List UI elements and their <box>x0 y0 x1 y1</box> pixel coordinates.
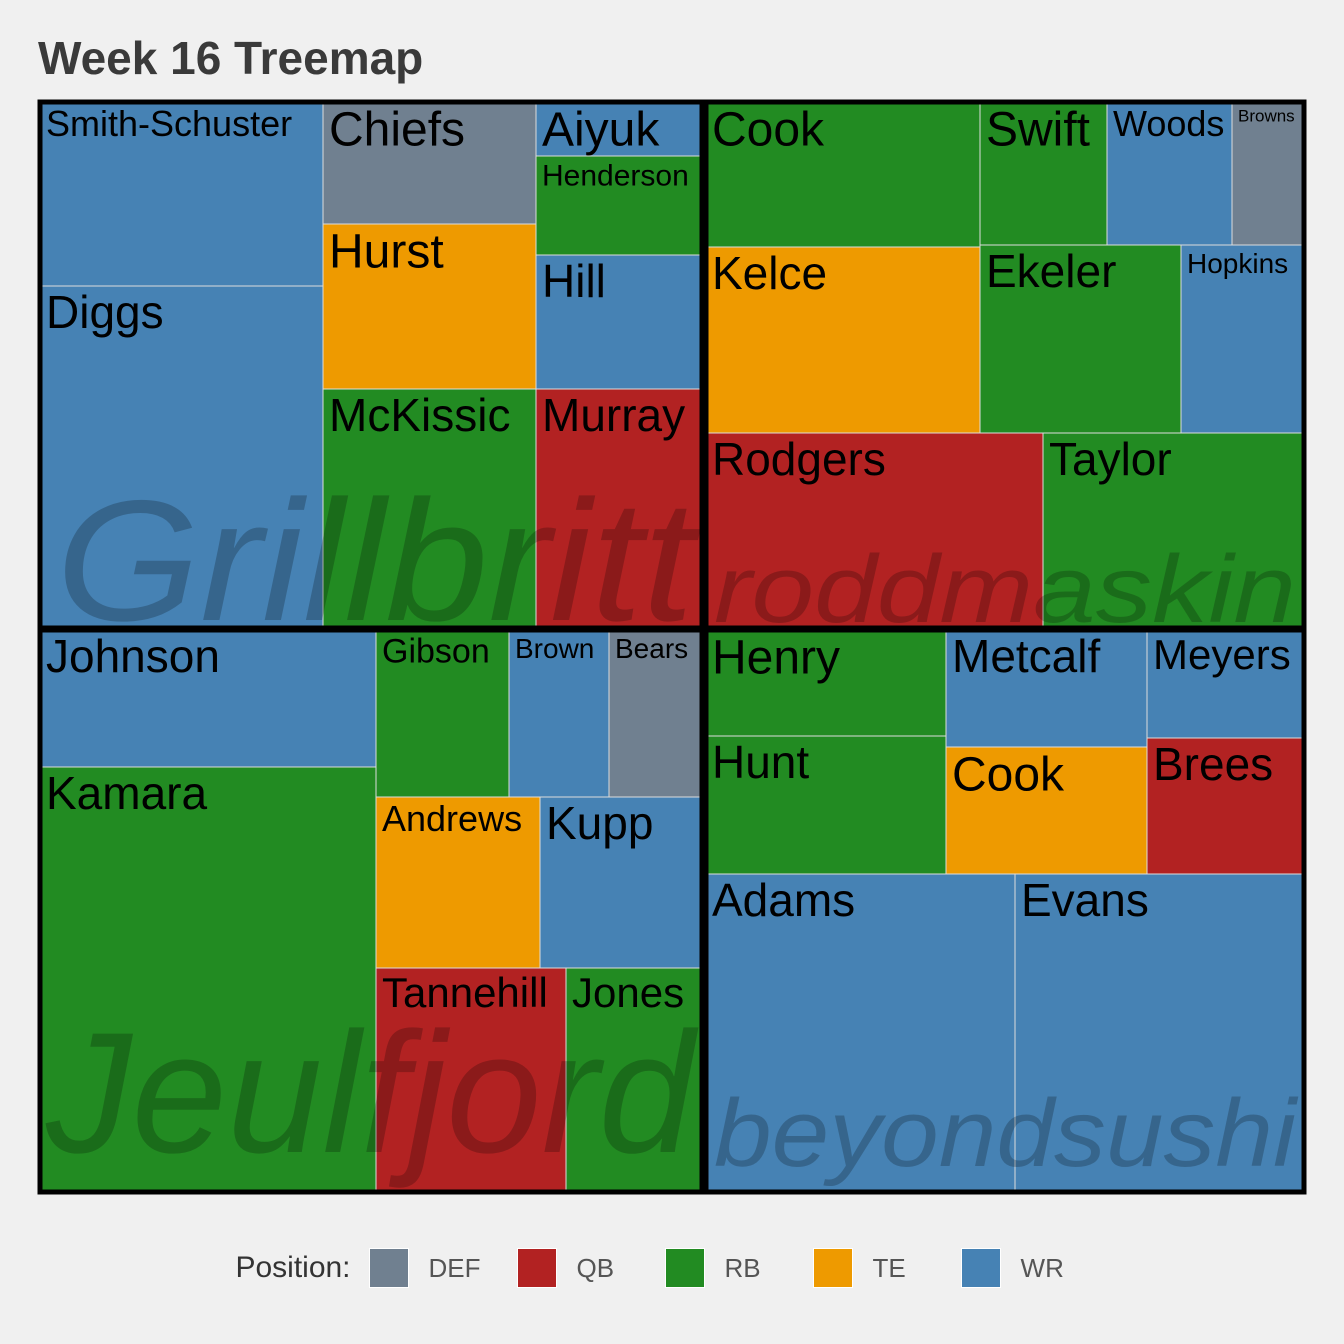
tile-johnson-wr[interactable] <box>39 629 377 768</box>
tile-bears-def[interactable] <box>608 629 703 798</box>
tile-label: Tannehill <box>382 969 548 1016</box>
tile-kamara-rb[interactable] <box>39 766 377 1193</box>
legend-title: Position: <box>235 1251 351 1284</box>
tile-murray-qb[interactable] <box>535 388 703 629</box>
tile-label: Browns <box>1238 106 1295 125</box>
tile-kelce-te[interactable] <box>705 246 981 434</box>
tile-brown-wr[interactable] <box>508 629 610 798</box>
tile-label: Murray <box>542 389 685 441</box>
tile-label: Rodgers <box>712 433 886 485</box>
tile-browns-def[interactable] <box>1231 101 1305 246</box>
tile-metcalf-wr[interactable] <box>945 629 1148 748</box>
legend-swatch <box>960 1248 1001 1288</box>
tile-label: Hopkins <box>1187 248 1288 279</box>
tile-adams-wr[interactable] <box>705 873 1016 1193</box>
tile-andrews-te[interactable] <box>375 796 541 969</box>
tile-label: Brown <box>515 633 594 664</box>
tile-label: Evans <box>1021 874 1149 926</box>
group-watermark: beyondsushi <box>714 1080 1299 1187</box>
tile-ekeler-rb[interactable] <box>979 244 1182 434</box>
tile-chiefs-def[interactable] <box>322 101 537 225</box>
tile-label: Kelce <box>712 247 827 299</box>
legend-item-rb: RB <box>664 1248 795 1288</box>
tile-hunt-rb[interactable] <box>705 735 947 875</box>
legend-label: QB <box>576 1252 615 1283</box>
group-border <box>37 627 705 1195</box>
tile-label: Cook <box>712 103 825 156</box>
group-grillbritt: Smith-Schuster Diggs Chiefs Hurst McKissic Ai… <box>37 99 705 657</box>
tile-label: Gibson <box>382 633 490 671</box>
legend-items: DEF QB RB TE WR <box>368 1248 1109 1288</box>
tile-diggs-wr[interactable] <box>39 285 324 629</box>
tile-hill-wr[interactable] <box>535 254 703 390</box>
legend-label: RB <box>724 1252 761 1283</box>
legend-item-qb: QB <box>516 1248 647 1288</box>
tile-label: Chiefs <box>329 103 465 156</box>
tile-label: Henry <box>712 631 840 684</box>
group-watermark: Grillbritt <box>56 465 701 657</box>
tile-label: Kamara <box>46 767 207 819</box>
tile-label: Aiyuk <box>542 103 660 156</box>
tile-label: Diggs <box>46 286 164 338</box>
group-watermark: roddmaskin <box>714 536 1296 643</box>
tile-label: Adams <box>712 874 855 926</box>
tile-label: Hurst <box>329 225 444 278</box>
legend-label: DEF <box>428 1252 481 1283</box>
legend: Position: DEF QB RB TE WR <box>0 1243 1344 1293</box>
tile-label: Bears <box>615 633 688 664</box>
tile-label: Henderson <box>542 159 689 192</box>
treemap: Smith-Schuster Diggs Chiefs Hurst McKissic Ai… <box>37 99 1307 1195</box>
tile-smith-schuster-wr[interactable] <box>39 101 324 287</box>
legend-swatch <box>516 1248 557 1288</box>
tile-jones-rb[interactable] <box>565 967 703 1193</box>
legend-item-wr: WR <box>960 1248 1091 1288</box>
tile-label: Woods <box>1113 103 1224 144</box>
tile-henderson-rb[interactable] <box>535 155 703 256</box>
tile-woods-wr[interactable] <box>1106 101 1233 246</box>
group-beyondsushi: Henry Metcalf Meyers Hunt Cook Brees Adams Evan… <box>703 627 1307 1195</box>
tile-label: Jones <box>572 969 684 1016</box>
tile-swift-rb[interactable] <box>979 101 1108 246</box>
tile-hurst-te[interactable] <box>322 223 537 390</box>
tile-label: Meyers <box>1153 631 1291 678</box>
tile-taylor-rb[interactable] <box>1042 432 1305 629</box>
tile-label: Swift <box>986 103 1090 156</box>
chart-title: Week 16 Treemap <box>38 32 424 84</box>
group-jeulfjord: Johnson Kamara Gibson Brown Bears Andrews Kupp… <box>37 627 705 1195</box>
tile-cook-te[interactable] <box>945 746 1148 875</box>
legend-swatch <box>812 1248 853 1288</box>
legend-swatch <box>368 1248 409 1288</box>
tile-label: Cook <box>952 748 1065 801</box>
tile-gibson-rb[interactable] <box>375 629 510 798</box>
tile-label: Taylor <box>1049 433 1172 485</box>
tile-label: Hunt <box>712 736 809 788</box>
tile-label: Hill <box>542 255 606 307</box>
legend-item-te: TE <box>812 1248 943 1288</box>
tile-evans-wr[interactable] <box>1014 873 1305 1193</box>
tile-henry-rb[interactable] <box>705 629 947 737</box>
legend-swatch <box>664 1248 705 1288</box>
group-border <box>703 627 1307 1195</box>
tile-label: Ekeler <box>986 245 1116 297</box>
tile-hopkins-wr[interactable] <box>1180 244 1305 434</box>
tile-label: Johnson <box>46 630 220 682</box>
tile-label: Andrews <box>382 798 522 839</box>
legend-label: TE <box>872 1252 906 1283</box>
tile-label: McKissic <box>329 389 510 441</box>
group-roddmaskin: Cook Swift Woods Browns Kelce Ekeler Hopkins Ro… <box>703 99 1307 643</box>
tile-brees-qb[interactable] <box>1146 737 1305 875</box>
tile-label: Smith-Schuster <box>46 103 292 144</box>
tile-rodgers-qb[interactable] <box>705 432 1044 629</box>
tile-label: Metcalf <box>952 630 1100 682</box>
legend-item-def: DEF <box>368 1248 499 1288</box>
tile-label: Kupp <box>546 797 653 849</box>
group-watermark: Jeulfjord <box>45 997 699 1189</box>
tile-tannehill-qb[interactable] <box>375 967 567 1193</box>
tile-label: Brees <box>1153 738 1273 790</box>
legend-label: WR <box>1020 1252 1064 1283</box>
